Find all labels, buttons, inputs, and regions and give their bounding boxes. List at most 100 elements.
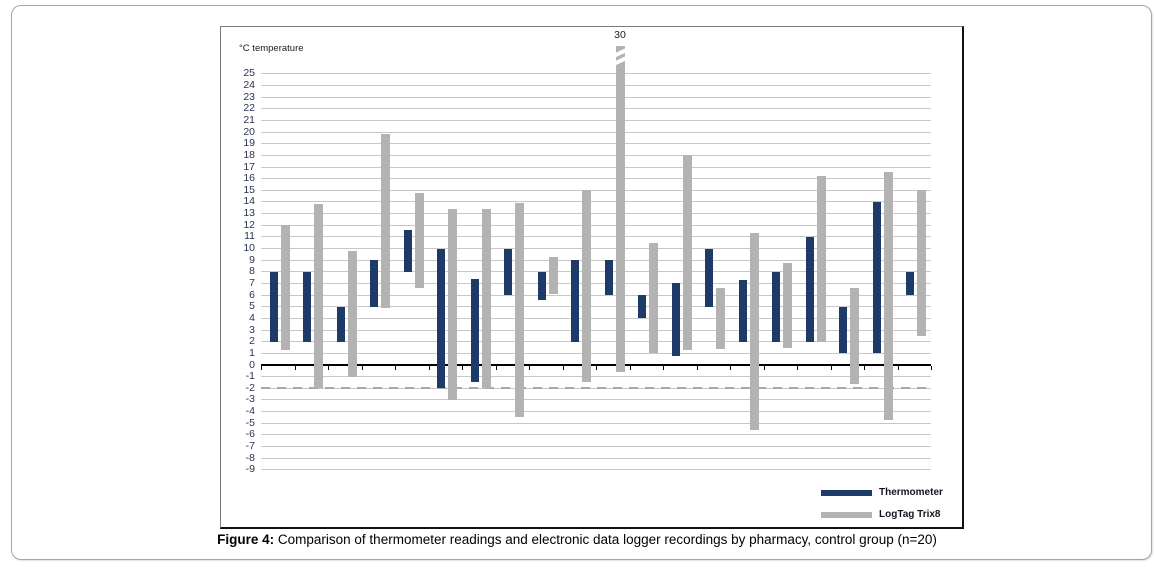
y-tick-label: -9 bbox=[245, 463, 255, 476]
gridline bbox=[261, 166, 931, 168]
logtag-bar bbox=[448, 208, 457, 400]
y-tick-label: 22 bbox=[243, 102, 255, 115]
thermometer-bar bbox=[772, 271, 780, 342]
thermometer-bar bbox=[839, 306, 847, 354]
y-tick-label: 15 bbox=[243, 183, 255, 196]
thermometer-bar bbox=[906, 271, 914, 296]
y-tick-label: 20 bbox=[243, 125, 255, 138]
x-axis-tick bbox=[897, 366, 899, 370]
gridline bbox=[261, 399, 931, 401]
gridline bbox=[261, 294, 931, 296]
gridline bbox=[261, 306, 931, 308]
logtag-bar bbox=[615, 46, 625, 372]
thermometer-bar bbox=[370, 260, 378, 307]
y-tick-label: -1 bbox=[245, 370, 255, 383]
y-tick-label: 2 bbox=[249, 335, 255, 348]
gridline bbox=[261, 131, 931, 133]
y-tick-label: 21 bbox=[243, 113, 255, 126]
gridline bbox=[261, 119, 931, 121]
gridline bbox=[261, 457, 931, 459]
logtag-bar bbox=[582, 190, 591, 383]
y-axis-title: °C temperature bbox=[239, 43, 304, 54]
gridline bbox=[261, 376, 931, 378]
gridline bbox=[261, 96, 931, 98]
gridline bbox=[261, 341, 931, 343]
y-tick-label: -2 bbox=[245, 381, 255, 394]
y-tick-label: 16 bbox=[243, 172, 255, 185]
y-tick-label: 1 bbox=[249, 346, 255, 359]
thermometer-bar bbox=[738, 279, 747, 342]
x-axis-tick bbox=[596, 366, 597, 370]
gridline bbox=[261, 178, 931, 180]
gridline bbox=[261, 108, 931, 110]
thermometer-bar bbox=[571, 260, 579, 342]
y-tick-label: 12 bbox=[243, 218, 255, 231]
gridline bbox=[261, 317, 931, 319]
logtag-bar bbox=[850, 288, 859, 384]
gridline bbox=[261, 73, 931, 75]
gridline bbox=[261, 446, 931, 448]
y-tick-label: -5 bbox=[245, 416, 255, 429]
logtag-bar bbox=[816, 176, 826, 342]
thermometer-bar bbox=[805, 236, 814, 342]
y-tick-label: -8 bbox=[245, 451, 255, 464]
y-tick-label: 3 bbox=[249, 323, 255, 336]
logtag-bar bbox=[716, 288, 725, 349]
thermometer-bar bbox=[403, 229, 412, 272]
thermometer-bar bbox=[872, 201, 881, 354]
thermometer-bar bbox=[671, 283, 680, 356]
figure-caption: Figure 4: Comparison of thermometer read… bbox=[0, 532, 1154, 547]
gridline bbox=[261, 352, 931, 354]
y-tick-label: -6 bbox=[245, 428, 255, 441]
figure-frame: °C temperature 30 Thermometer LogTag Tri… bbox=[11, 5, 1152, 560]
y-tick-label: 18 bbox=[243, 148, 255, 161]
thermometer-bar bbox=[269, 271, 278, 342]
dashed-reference-line bbox=[261, 387, 931, 390]
x-axis-tick bbox=[763, 366, 765, 370]
gridline bbox=[261, 143, 931, 145]
thermometer-bar bbox=[604, 260, 613, 296]
y-tick-label: 17 bbox=[243, 160, 255, 173]
x-axis-tick bbox=[462, 366, 463, 370]
logtag-bar bbox=[682, 155, 692, 350]
gridline bbox=[261, 434, 931, 436]
logtag-bar bbox=[883, 171, 893, 420]
y-tick-label: 25 bbox=[243, 67, 255, 80]
y-tick-label: 6 bbox=[249, 288, 255, 301]
thermometer-bar bbox=[638, 295, 646, 319]
gridline bbox=[261, 282, 931, 284]
logtag-bar bbox=[414, 192, 424, 289]
thermometer-bar bbox=[537, 271, 546, 300]
y-tick-label: 13 bbox=[243, 207, 255, 220]
logtag-bar bbox=[347, 250, 357, 377]
y-tick-label: -3 bbox=[245, 393, 255, 406]
logtag-bar bbox=[280, 225, 290, 350]
logtag-bar bbox=[481, 208, 491, 389]
legend-label-thermometer: Thermometer bbox=[879, 487, 943, 498]
gridline bbox=[261, 259, 931, 261]
plot-area: °C temperature 30 Thermometer LogTag Tri… bbox=[220, 26, 964, 529]
y-tick-label: 9 bbox=[249, 253, 255, 266]
figure-caption-text: Comparison of thermometer readings and e… bbox=[274, 532, 937, 547]
x-axis-tick bbox=[629, 366, 631, 370]
logtag-bar bbox=[649, 242, 658, 354]
gridline bbox=[261, 411, 931, 413]
y-tick-label: 11 bbox=[244, 230, 255, 243]
y-tick-label: -7 bbox=[245, 440, 255, 453]
x-axis-tick bbox=[261, 366, 262, 370]
x-axis-tick bbox=[696, 366, 698, 370]
thermometer-bar bbox=[336, 306, 345, 342]
x-axis-tick bbox=[830, 366, 832, 370]
y-tick-label: 8 bbox=[249, 265, 255, 278]
gridline bbox=[261, 236, 931, 238]
thermometer-bar bbox=[705, 248, 713, 307]
x-axis-tick bbox=[395, 366, 396, 370]
logtag-bar bbox=[381, 134, 390, 308]
x-axis-tick bbox=[294, 366, 296, 370]
y-tick-label: -4 bbox=[245, 405, 255, 418]
thermometer-bar bbox=[303, 271, 311, 342]
y-tick-label: 0 bbox=[249, 358, 255, 371]
logtag-bar bbox=[314, 204, 323, 389]
y-tick-label: 14 bbox=[243, 195, 255, 208]
y-tick-label: 7 bbox=[249, 276, 255, 289]
